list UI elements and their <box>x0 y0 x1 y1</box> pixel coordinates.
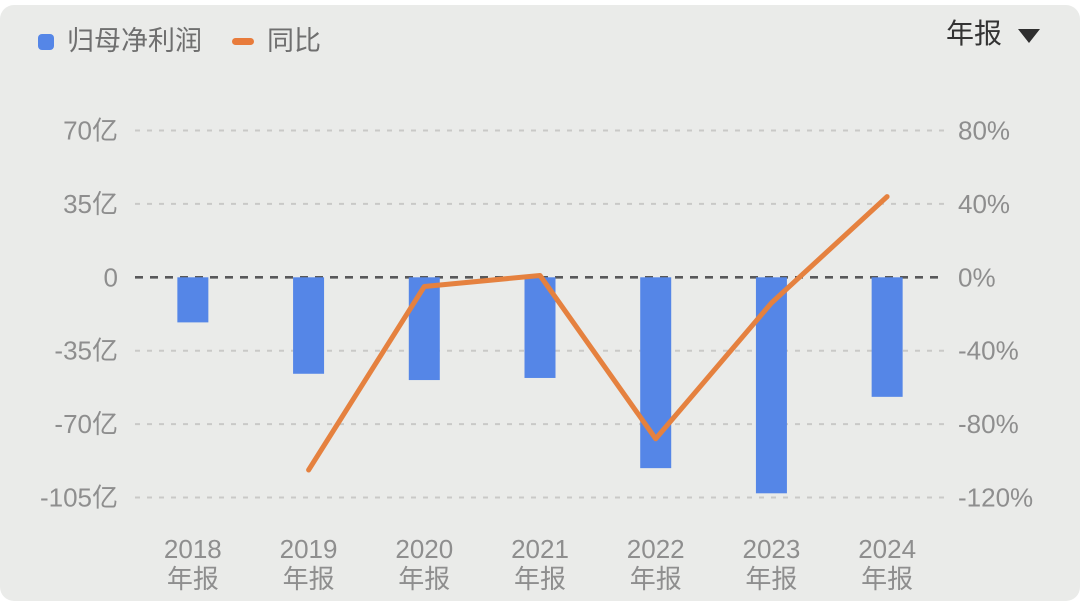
x-axis-label-year: 2023 <box>743 534 801 564</box>
yoy-line-swatch-icon <box>232 38 254 45</box>
left-axis-tick-label: -35亿 <box>54 336 118 366</box>
legend-item-net-profit[interactable]: 归母净利润 <box>38 28 202 55</box>
x-axis-label-period: 年报 <box>630 564 682 594</box>
legend-net-profit-label: 归母净利润 <box>67 26 202 56</box>
right-axis-tick-label: -120% <box>958 483 1033 513</box>
right-axis-tick-label: -80% <box>958 409 1019 439</box>
right-axis-tick-label: 40% <box>958 189 1010 219</box>
legend-item-yoy[interactable]: 同比 <box>232 28 321 55</box>
left-axis-tick-label: -70亿 <box>54 409 118 439</box>
x-axis-label-period: 年报 <box>283 564 335 594</box>
x-axis-label-period: 年报 <box>745 564 797 594</box>
x-axis-label-period: 年报 <box>167 564 219 594</box>
bar-2018[interactable] <box>177 277 209 323</box>
legend: 归母净利润 同比 <box>38 28 321 55</box>
x-axis-label-period: 年报 <box>861 564 913 594</box>
x-axis-label-year: 2018 <box>164 534 222 564</box>
left-axis-tick-label: 70亿 <box>63 116 118 146</box>
x-axis-label-year: 2020 <box>395 534 453 564</box>
bar-2020[interactable] <box>408 277 440 381</box>
yoy-line <box>306 194 890 473</box>
bar-2023[interactable] <box>755 277 787 494</box>
left-axis-tick-label: 0 <box>104 262 118 292</box>
bar-2019[interactable] <box>293 277 325 374</box>
period-dropdown[interactable]: 年报 <box>946 20 1040 48</box>
x-axis-label-period: 年报 <box>514 564 566 594</box>
chart-header: 归母净利润 同比 年报 <box>0 0 1080 80</box>
x-axis-label-year: 2021 <box>511 534 569 564</box>
right-axis-tick-label: 80% <box>958 116 1010 146</box>
x-axis-label-year: 2019 <box>280 534 338 564</box>
left-axis-tick-label: 35亿 <box>63 189 118 219</box>
x-axis-label-period: 年报 <box>398 564 450 594</box>
net-profit-bar-swatch-icon <box>38 33 54 50</box>
x-axis-label-year: 2024 <box>858 534 916 564</box>
chevron-down-icon <box>1018 28 1040 43</box>
legend-yoy-label: 同比 <box>267 26 321 56</box>
left-axis-tick-label: -105亿 <box>40 483 118 513</box>
period-dropdown-value: 年报 <box>945 18 1002 49</box>
right-axis-tick-label: 0% <box>958 262 996 292</box>
x-axis-label-year: 2022 <box>627 534 685 564</box>
bar-2024[interactable] <box>871 277 903 397</box>
right-axis-tick-label: -40% <box>958 336 1019 366</box>
